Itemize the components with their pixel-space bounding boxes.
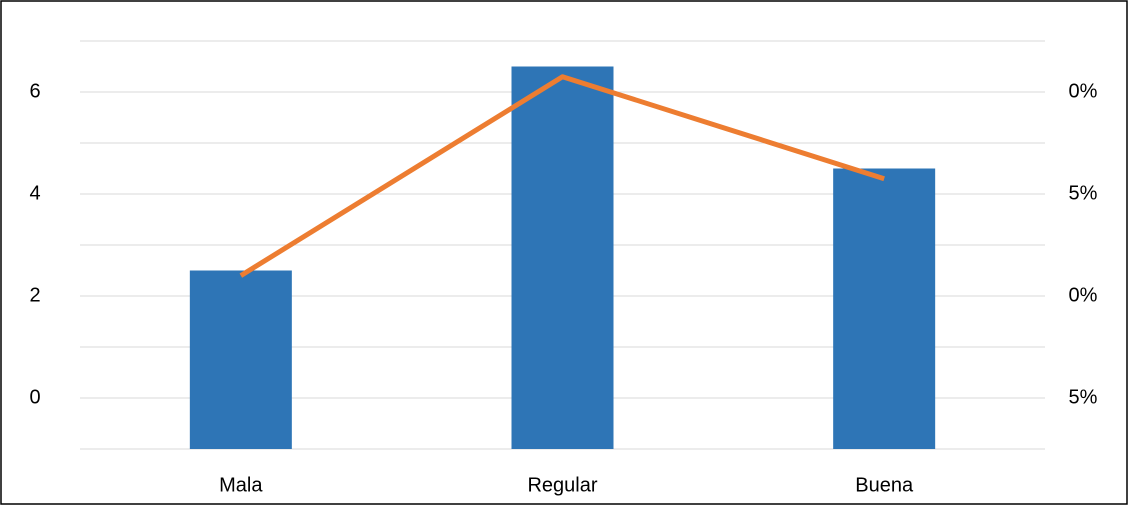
- y-tick-label: 2: [29, 284, 40, 306]
- bar: [189, 270, 292, 449]
- y2-tick-label: 0%: [1069, 80, 1098, 102]
- line: [239, 74, 885, 278]
- y-tick-label: 4: [29, 182, 40, 204]
- bar: [511, 66, 614, 449]
- y-tick-label: 0: [29, 386, 40, 408]
- y2-tick-label: 0%: [1069, 284, 1098, 306]
- x-tick-label: Buena: [855, 474, 914, 496]
- bar: [833, 168, 936, 449]
- x-tick-label: Regular: [527, 474, 597, 496]
- y2-tick-label: 5%: [1069, 182, 1098, 204]
- y2-tick-label: 5%: [1069, 386, 1098, 408]
- x-tick-label: Mala: [219, 474, 263, 496]
- y-tick-label: 6: [29, 80, 40, 102]
